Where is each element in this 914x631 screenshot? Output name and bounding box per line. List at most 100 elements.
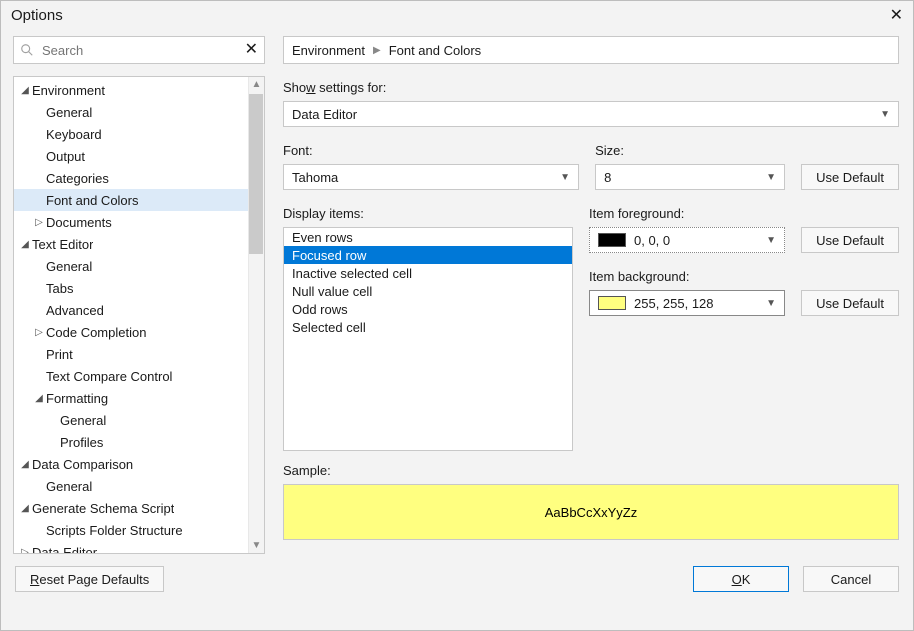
tree-expand-icon[interactable]: ▷	[32, 217, 46, 228]
scroll-up-icon[interactable]: ▲	[252, 77, 262, 92]
tree-expand-icon[interactable]: ▷	[18, 547, 32, 555]
tree-node-label: Advanced	[46, 303, 104, 318]
size-value: 8	[604, 170, 611, 185]
display-items-label: Display items:	[283, 206, 573, 221]
use-default-fg-button[interactable]: Use Default	[801, 227, 899, 253]
tree-node-label: Formatting	[46, 391, 108, 406]
tree-node[interactable]: ▷Code Completion	[14, 321, 248, 343]
chevron-down-icon: ▼	[766, 172, 776, 183]
tree-node[interactable]: General	[14, 409, 248, 431]
tree-node-label: Text Editor	[32, 237, 93, 252]
display-items-list[interactable]: Even rowsFocused rowInactive selected ce…	[283, 227, 573, 451]
chevron-right-icon: ▶	[373, 45, 381, 56]
search-input[interactable]	[40, 42, 245, 59]
tree-scrollbar[interactable]: ▲ ▼	[248, 77, 264, 553]
tree-node[interactable]: ◢Data Comparison	[14, 453, 248, 475]
tree-node-label: General	[46, 105, 92, 120]
background-value: 255, 255, 128	[634, 296, 714, 311]
tree-node-label: General	[46, 259, 92, 274]
tree-node[interactable]: Categories	[14, 167, 248, 189]
tree-node[interactable]: Output	[14, 145, 248, 167]
tree-node[interactable]: ◢Generate Schema Script	[14, 497, 248, 519]
size-label: Size:	[595, 143, 785, 158]
foreground-swatch	[598, 233, 626, 247]
tree-node[interactable]: Text Compare Control	[14, 365, 248, 387]
tree-expand-icon[interactable]: ◢	[32, 393, 46, 404]
tree-node[interactable]: Print	[14, 343, 248, 365]
reset-page-defaults-button[interactable]: Reset Page Defaults	[15, 566, 164, 592]
list-item[interactable]: Inactive selected cell	[284, 264, 572, 282]
show-settings-combo[interactable]: Data Editor ▼	[283, 101, 899, 127]
list-item[interactable]: Odd rows	[284, 300, 572, 318]
tree-expand-icon[interactable]: ◢	[18, 239, 32, 250]
window-title: Options	[11, 7, 63, 24]
ok-button[interactable]: OK	[693, 566, 789, 592]
font-value: Tahoma	[292, 170, 338, 185]
tree-node[interactable]: General	[14, 475, 248, 497]
chevron-down-icon: ▼	[560, 172, 570, 183]
show-settings-value: Data Editor	[292, 107, 357, 122]
options-tree[interactable]: ◢EnvironmentGeneralKeyboardOutputCategor…	[14, 77, 248, 554]
chevron-down-icon: ▼	[766, 235, 776, 246]
scroll-thumb[interactable]	[249, 94, 263, 254]
tree-node-label: Font and Colors	[46, 193, 139, 208]
use-default-font-button[interactable]: Use Default	[801, 164, 899, 190]
search-box[interactable]: ✕	[13, 36, 265, 64]
list-item[interactable]: Selected cell	[284, 318, 572, 336]
tree-node[interactable]: General	[14, 101, 248, 123]
tree-node[interactable]: Font and Colors	[14, 189, 248, 211]
tree-node[interactable]: Advanced	[14, 299, 248, 321]
clear-search-icon[interactable]: ✕	[245, 42, 258, 58]
tree-node-label: Documents	[46, 215, 112, 230]
tree-node-label: Keyboard	[46, 127, 102, 142]
use-default-bg-button[interactable]: Use Default	[801, 290, 899, 316]
background-label: Item background:	[589, 269, 899, 284]
tree-node[interactable]: General	[14, 255, 248, 277]
tree-node-label: Text Compare Control	[46, 369, 172, 384]
tree-node-label: Categories	[46, 171, 109, 186]
tree-node[interactable]: Tabs	[14, 277, 248, 299]
breadcrumb-root[interactable]: Environment	[292, 43, 365, 58]
tree-expand-icon[interactable]: ▷	[32, 327, 46, 338]
tree-node-label: Profiles	[60, 435, 103, 450]
tree-expand-icon[interactable]: ◢	[18, 85, 32, 96]
size-combo[interactable]: 8 ▼	[595, 164, 785, 190]
foreground-color-combo[interactable]: 0, 0, 0 ▼	[589, 227, 785, 253]
scroll-down-icon[interactable]: ▼	[252, 538, 262, 553]
tree-expand-icon[interactable]: ◢	[18, 503, 32, 514]
tree-node[interactable]: Scripts Folder Structure	[14, 519, 248, 541]
tree-node-label: Data Comparison	[32, 457, 133, 472]
font-label: Font:	[283, 143, 579, 158]
sample-label: Sample:	[283, 463, 899, 478]
foreground-label: Item foreground:	[589, 206, 899, 221]
background-color-combo[interactable]: 255, 255, 128 ▼	[589, 290, 785, 316]
font-combo[interactable]: Tahoma ▼	[283, 164, 579, 190]
tree-node[interactable]: Profiles	[14, 431, 248, 453]
tree-node-label: General	[60, 413, 106, 428]
tree-node[interactable]: Keyboard	[14, 123, 248, 145]
tree-node[interactable]: ◢Text Editor	[14, 233, 248, 255]
chevron-down-icon: ▼	[766, 298, 776, 309]
breadcrumb: Environment ▶ Font and Colors	[283, 36, 899, 64]
tree-node-label: Generate Schema Script	[32, 501, 174, 516]
sample-preview: AaBbCcXxYyZz	[283, 484, 899, 540]
tree-node[interactable]: ◢Formatting	[14, 387, 248, 409]
close-icon[interactable]: ✕	[890, 8, 903, 24]
tree-node-label: Output	[46, 149, 85, 164]
list-item[interactable]: Even rows	[284, 228, 572, 246]
tree-node-label: General	[46, 479, 92, 494]
sample-text: AaBbCcXxYyZz	[545, 505, 637, 520]
list-item[interactable]: Focused row	[284, 246, 572, 264]
tree-node-label: Scripts Folder Structure	[46, 523, 183, 538]
cancel-button[interactable]: Cancel	[803, 566, 899, 592]
search-icon	[20, 43, 34, 57]
tree-expand-icon[interactable]: ◢	[18, 459, 32, 470]
background-swatch	[598, 296, 626, 310]
tree-node-label: Print	[46, 347, 73, 362]
tree-node[interactable]: ◢Environment	[14, 79, 248, 101]
tree-node-label: Environment	[32, 83, 105, 98]
list-item[interactable]: Null value cell	[284, 282, 572, 300]
tree-node[interactable]: ▷Documents	[14, 211, 248, 233]
tree-node[interactable]: ▷Data Editor	[14, 541, 248, 554]
tree-node-label: Tabs	[46, 281, 73, 296]
